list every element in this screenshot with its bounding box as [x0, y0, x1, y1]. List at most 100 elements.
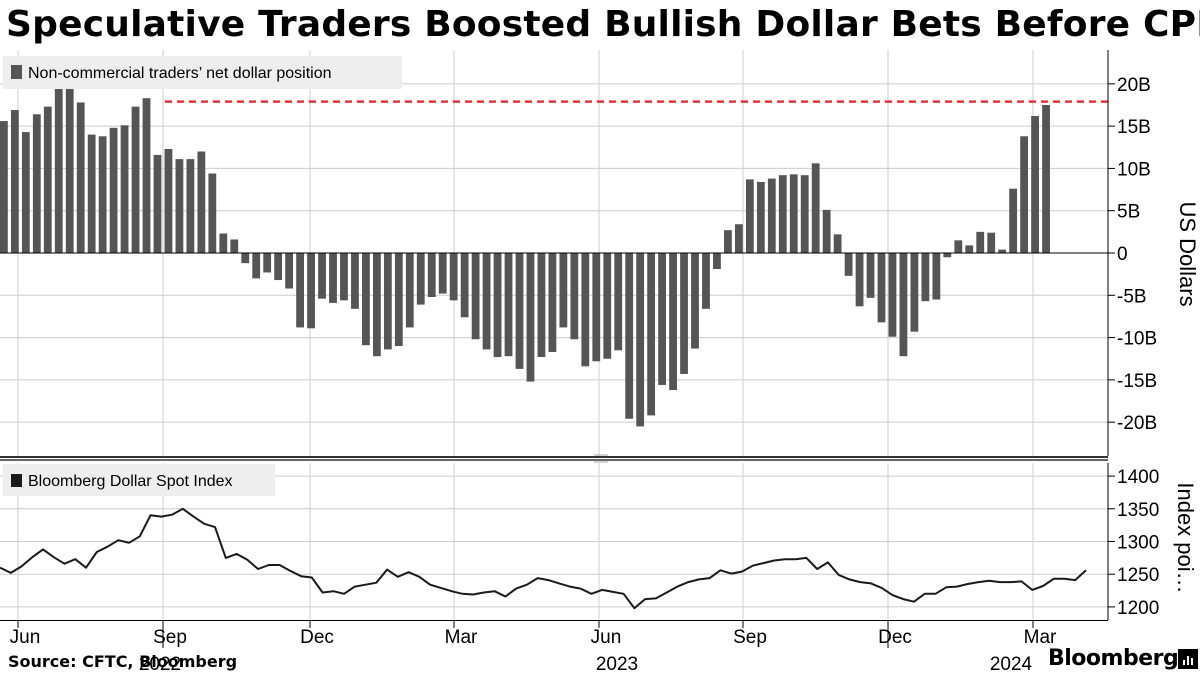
bar: [943, 253, 952, 258]
bar: [745, 179, 754, 253]
bar: [1020, 136, 1029, 253]
bar: [230, 239, 239, 253]
top-panel: 20B 15B 10B 5B 0 -5B -10B -15B -20B Non-commerci…: [0, 50, 1200, 456]
bottom-panel: 1400 1350 1300 1250 1200 Bloomberg Dollar Sp…: [0, 463, 1198, 620]
bar: [844, 253, 853, 276]
chart-title: Speculative Traders Boosted Bullish Doll…: [6, 4, 1200, 45]
bar: [87, 134, 96, 253]
bar: [471, 253, 480, 340]
legend-bottom-swatch: [11, 474, 22, 487]
panel-divider[interactable]: [0, 454, 1108, 463]
bar: [32, 114, 41, 253]
bar: [416, 253, 425, 305]
top-y-tick-label: -5B: [1117, 286, 1147, 307]
x-tick-label: Jun: [10, 627, 41, 648]
legend-bottom-label: Bloomberg Dollar Spot Index: [28, 473, 233, 490]
bar: [811, 163, 820, 253]
bar: [899, 253, 908, 357]
bar: [756, 181, 765, 253]
top-y-tick-label: -20B: [1117, 413, 1157, 434]
x-tick-label: Mar: [1024, 627, 1057, 648]
bar: [877, 253, 886, 323]
index-line: [0, 507, 1087, 610]
bar: [778, 175, 787, 253]
bar: [351, 253, 359, 309]
bar: [1009, 188, 1018, 253]
bar: [767, 178, 776, 253]
bar: [186, 159, 195, 253]
bottom-y-tick-label: 1300: [1117, 533, 1159, 554]
bar: [449, 253, 458, 301]
bar: [241, 253, 250, 264]
bar: [691, 253, 699, 349]
bar-series: [0, 82, 1050, 427]
bar: [614, 253, 623, 351]
bar: [680, 253, 688, 374]
bar: [822, 209, 831, 253]
top-y-tick-label: -15B: [1117, 371, 1157, 392]
bar: [625, 253, 634, 419]
bar: [142, 98, 151, 254]
bar: [866, 253, 875, 298]
x-year-label: 2023: [596, 654, 638, 675]
bar: [537, 253, 546, 358]
x-tick-label: Jun: [591, 627, 622, 648]
bar: [800, 175, 809, 253]
top-y-tick-label: 0: [1117, 244, 1128, 265]
bar: [482, 253, 491, 350]
bottom-y-tick-label: 1250: [1117, 565, 1159, 586]
bottom-vertical-gridlines: [17, 463, 1034, 620]
bar: [603, 253, 612, 359]
bar: [976, 231, 985, 253]
legend-top: Non-commercial traders’ net dollar posit…: [3, 56, 402, 89]
bar: [855, 253, 864, 307]
bar: [658, 253, 666, 385]
top-y-axis-label: US Dollars: [1175, 201, 1200, 306]
bar: [10, 110, 19, 253]
bar: [197, 151, 206, 253]
bar: [175, 159, 184, 253]
legend-bottom-background: [3, 464, 275, 496]
x-tick-label: Sep: [733, 627, 767, 648]
bar: [460, 253, 469, 318]
bar: [998, 249, 1007, 253]
bar: [526, 253, 535, 382]
bar: [109, 127, 118, 253]
top-y-tick-label: -10B: [1117, 329, 1157, 350]
legend-top-background: [3, 56, 402, 89]
x-axis: Jun Sep Dec Mar Jun Sep Dec Mar 2022 2023 2024: [0, 620, 1108, 675]
bar: [21, 132, 30, 253]
x-tick-label: Mar: [445, 627, 478, 648]
bar: [372, 253, 381, 357]
x-tick-label: Sep: [153, 627, 187, 648]
bar: [340, 253, 348, 301]
x-year-label: 2022: [139, 654, 181, 675]
legend-top-swatch: [11, 65, 22, 79]
bar: [65, 86, 74, 254]
bar: [120, 125, 129, 253]
bar: [636, 253, 645, 427]
bar: [394, 253, 403, 347]
bar: [427, 253, 436, 297]
top-y-tick-label: 20B: [1117, 75, 1151, 96]
bar: [285, 253, 294, 289]
bottom-y-tick-label: 1400: [1117, 467, 1159, 488]
legend-bottom: Bloomberg Dollar Spot Index: [3, 464, 275, 496]
bar: [405, 253, 414, 328]
bar: [296, 253, 304, 328]
bar: [1031, 115, 1039, 253]
top-y-tick-label: 10B: [1117, 159, 1151, 180]
bar: [131, 106, 140, 253]
bar: [0, 121, 8, 253]
bar: [164, 148, 173, 253]
top-y-tick-label: 15B: [1117, 117, 1151, 138]
bar: [383, 253, 392, 350]
bottom-y-tick-label: 1200: [1117, 598, 1159, 619]
bar: [592, 253, 601, 362]
bloomberg-chart-icon: [1178, 649, 1198, 669]
bar: [54, 82, 63, 253]
bar: [252, 253, 261, 279]
bottom-y-axis: 1400 1350 1300 1250 1200: [1107, 463, 1159, 620]
bar: [888, 253, 897, 337]
